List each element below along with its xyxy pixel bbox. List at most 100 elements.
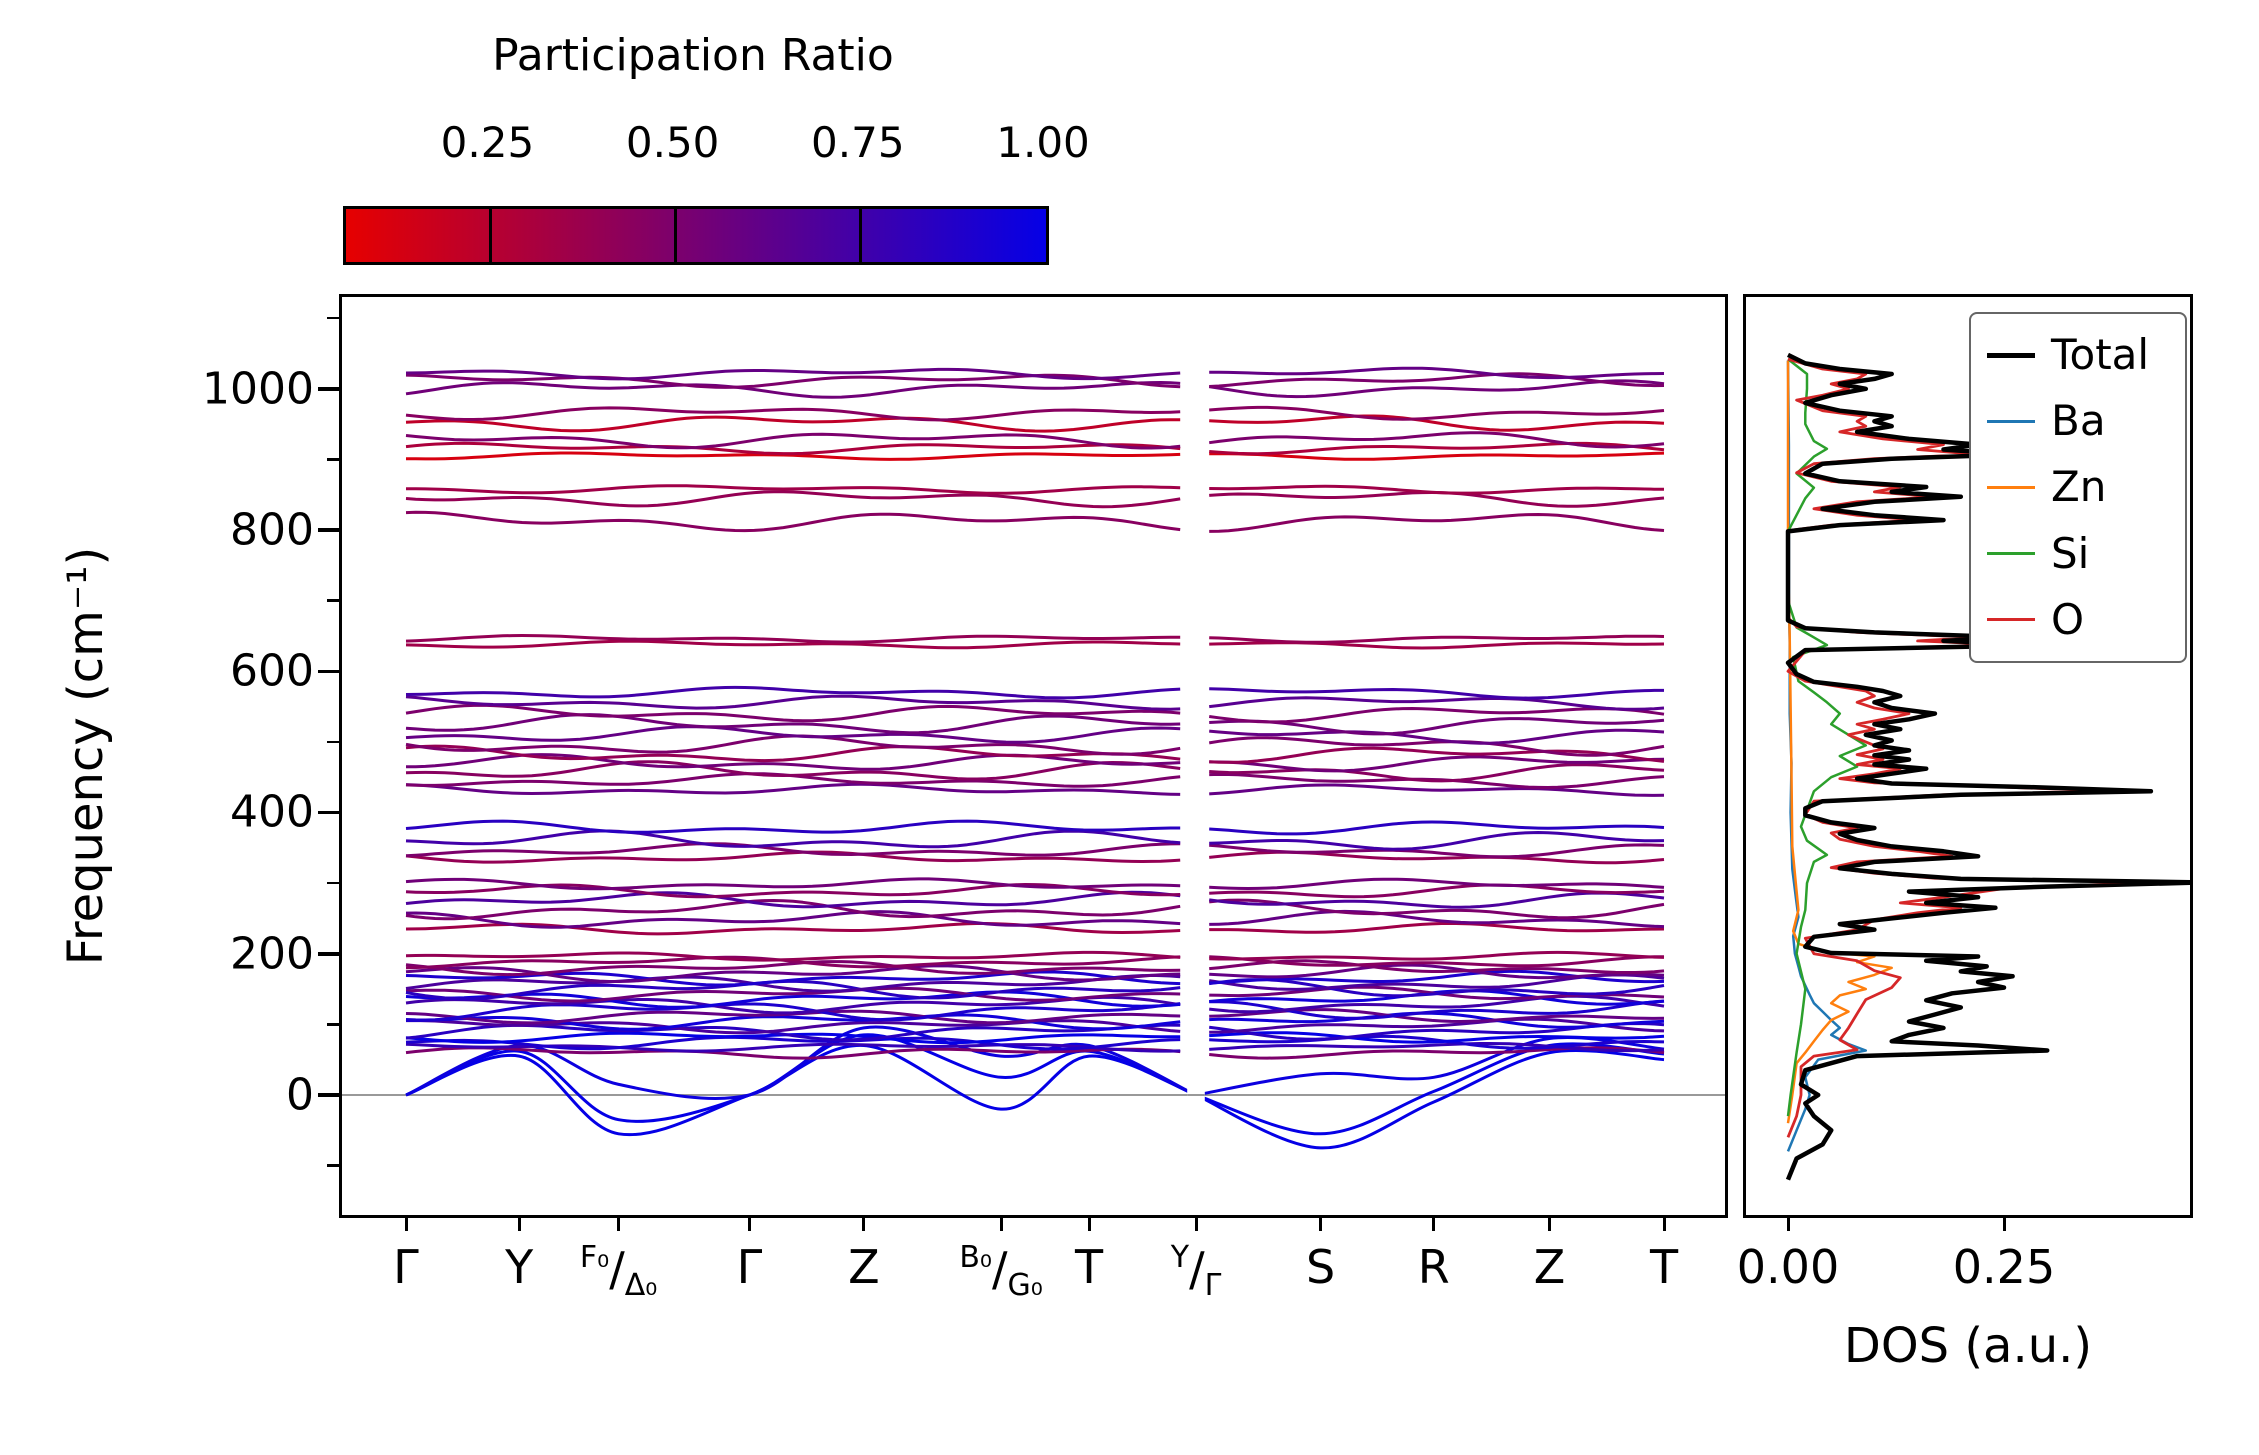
- y-tick-mark-minor: [327, 1164, 339, 1167]
- y-tick-label: 600: [230, 645, 314, 697]
- dos-tick-mark: [2002, 1215, 2006, 1231]
- band-line: [405, 703, 1665, 724]
- y-tick-label: 400: [230, 786, 314, 838]
- band-line: [405, 772, 1665, 789]
- x-tick-label: B₀/G₀: [959, 1240, 1042, 1303]
- x-tick-mark: [1194, 1215, 1198, 1231]
- band-line: [405, 1031, 1665, 1045]
- band-line: [405, 1017, 1665, 1035]
- x-tick-label: T: [1649, 1240, 1679, 1294]
- band-line: [405, 510, 1665, 533]
- legend-item: Si: [1971, 521, 2185, 587]
- dos-x-label: DOS (a.u.): [1843, 1318, 2093, 1374]
- band-line: [405, 1043, 1197, 1137]
- dos-tick-label: 0.25: [1952, 1240, 2056, 1294]
- x-tick-mark: [404, 1215, 408, 1231]
- x-tick-label: R: [1417, 1240, 1450, 1294]
- legend-item: Total: [1971, 322, 2185, 388]
- y-tick-label: 0: [286, 1069, 314, 1121]
- y-tick-label: 800: [230, 504, 314, 556]
- band-line: [405, 959, 1665, 977]
- legend-line-sample: [1987, 352, 2035, 358]
- y-tick-mark-minor: [327, 740, 339, 744]
- band-line: [405, 694, 1665, 711]
- legend-item: Zn: [1971, 454, 2185, 520]
- band-gap: [1187, 297, 1205, 1215]
- x-tick-label-bottom: G₀: [1007, 1268, 1043, 1303]
- colorbar-tick-line: [674, 209, 678, 262]
- dos-line-zn: [1786, 360, 1893, 1124]
- legend-label: Total: [2051, 330, 2150, 379]
- band-line: [405, 725, 1665, 745]
- band-line: [405, 950, 1665, 962]
- band-line: [405, 819, 1665, 836]
- colorbar-tick-line: [488, 209, 492, 262]
- x-tick-slash: /: [1189, 1242, 1205, 1296]
- band-line: [405, 890, 1665, 909]
- colorbar-tick-label: 1.00: [996, 118, 1090, 167]
- x-tick-label-top: B₀: [959, 1240, 992, 1275]
- x-tick-label: Y: [505, 1240, 534, 1294]
- legend-label: Si: [2051, 528, 2090, 578]
- band-line: [406, 484, 1665, 495]
- x-tick-mark: [747, 1215, 751, 1231]
- band-line: [405, 842, 1665, 859]
- band-line: [405, 372, 1665, 389]
- dos-legend: Total Ba Zn Si O: [1969, 312, 2187, 663]
- band-line: [405, 969, 1665, 987]
- legend-line-sample: [1987, 618, 2035, 622]
- legend-item: O: [1971, 587, 2185, 653]
- x-tick-label: T: [1075, 1240, 1104, 1294]
- band-line: [405, 639, 1665, 650]
- y-tick-mark: [318, 1093, 339, 1097]
- x-tick-mark: [999, 1215, 1003, 1231]
- x-tick-label: Γ: [736, 1240, 763, 1294]
- x-tick-label: F₀/Δ₀: [580, 1240, 657, 1303]
- band-line: [405, 744, 1665, 764]
- x-tick-mark: [1548, 1215, 1552, 1231]
- band-line: [405, 379, 1665, 399]
- y-tick-mark: [318, 669, 339, 674]
- colorbar-tick-label: 0.25: [440, 118, 535, 167]
- band-line: [405, 829, 1665, 851]
- band-line: [405, 753, 1665, 773]
- colorbar-tick-label: 0.75: [811, 118, 905, 167]
- band-line: [405, 760, 1665, 783]
- legend-line-sample: [1987, 552, 2035, 556]
- y-tick-mark: [318, 952, 339, 956]
- y-axis-label: Frequency (cm⁻¹): [58, 546, 114, 966]
- x-tick-mark: [1087, 1215, 1091, 1231]
- x-tick-mark: [1432, 1215, 1436, 1231]
- band-line: [405, 634, 1665, 644]
- dos-tick-mark: [1786, 1215, 1790, 1231]
- colorbar-title: Participation Ratio: [492, 30, 894, 81]
- legend-label: O: [2051, 594, 2085, 644]
- y-tick-mark-minor: [327, 881, 339, 885]
- legend-line-sample: [1987, 485, 2035, 489]
- colorbar: [343, 206, 1049, 265]
- band-line: [405, 1011, 1665, 1031]
- legend-line-sample: [1987, 419, 2035, 423]
- y-tick-mark-minor: [327, 316, 339, 320]
- y-tick-mark: [318, 387, 339, 391]
- x-tick-mark: [617, 1215, 621, 1231]
- legend-item: Ba: [1971, 388, 2185, 454]
- band-line: [405, 1034, 1665, 1051]
- colorbar-tick-label: 0.50: [625, 118, 720, 167]
- band-line: [405, 713, 1665, 736]
- band-line: [405, 955, 1665, 970]
- dos-line-total: [1785, 352, 2190, 1181]
- x-tick-label-top: Y: [1170, 1240, 1190, 1275]
- legend-label: Ba: [2051, 396, 2106, 446]
- y-tick-mark: [318, 810, 339, 815]
- legend-label: Zn: [2051, 462, 2107, 512]
- band-line: [1195, 1049, 1665, 1150]
- x-tick-label: S: [1305, 1240, 1336, 1294]
- x-tick-label-bottom: Δ₀: [624, 1268, 658, 1303]
- colorbar-tick-line: [859, 209, 863, 262]
- band-line: [405, 451, 1665, 461]
- x-tick-label: Y/Γ: [1171, 1240, 1222, 1303]
- y-tick-mark-minor: [327, 458, 339, 461]
- dos-tick-label: 0.00: [1736, 1240, 1840, 1294]
